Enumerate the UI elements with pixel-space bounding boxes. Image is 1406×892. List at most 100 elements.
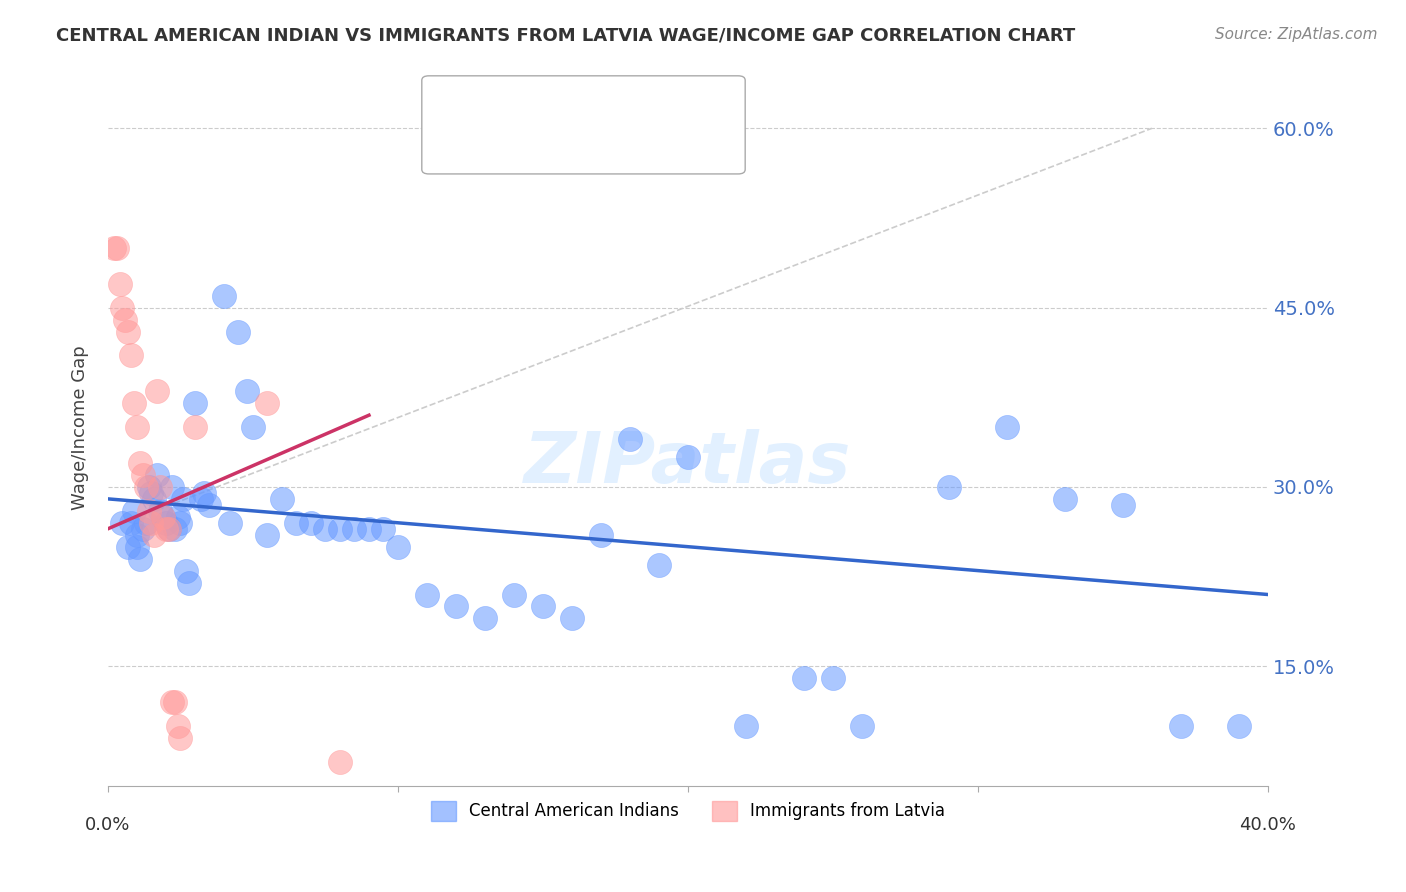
Point: [132, 522, 155, 536]
Point: [938, 480, 960, 494]
Point: [1170, 719, 1192, 733]
Point: [735, 719, 758, 733]
Point: [143, 491, 166, 506]
Point: [128, 551, 150, 566]
Point: [108, 277, 131, 291]
Point: [387, 540, 409, 554]
Point: [373, 522, 395, 536]
Point: [329, 522, 352, 536]
Point: [619, 432, 641, 446]
Point: [329, 755, 352, 769]
Point: [120, 516, 142, 530]
Point: [256, 396, 278, 410]
Point: [146, 467, 169, 482]
Legend: Central American Indians, Immigrants from Latvia: Central American Indians, Immigrants fro…: [423, 794, 952, 828]
Point: [160, 695, 183, 709]
Point: [190, 491, 212, 506]
Point: [184, 396, 207, 410]
Point: [474, 611, 496, 625]
Point: [125, 420, 148, 434]
Point: [117, 325, 139, 339]
Point: [793, 671, 815, 685]
Point: [299, 516, 322, 530]
Point: [152, 509, 174, 524]
Point: [184, 420, 207, 434]
Point: [416, 587, 439, 601]
Point: [676, 450, 699, 464]
Point: [152, 509, 174, 524]
Point: [256, 527, 278, 541]
Point: [821, 671, 844, 685]
Point: [285, 516, 308, 530]
Point: [128, 456, 150, 470]
Point: [169, 731, 191, 745]
Point: [125, 527, 148, 541]
Point: [169, 516, 191, 530]
Point: [155, 516, 177, 530]
Text: R =  0.164   N = 27: R = 0.164 N = 27: [471, 136, 678, 154]
Point: [531, 599, 554, 614]
Point: [122, 504, 145, 518]
Point: [157, 522, 180, 536]
Point: [212, 288, 235, 302]
Point: [242, 420, 264, 434]
Point: [503, 587, 526, 601]
Point: [995, 420, 1018, 434]
Point: [141, 516, 163, 530]
Point: [1053, 491, 1076, 506]
Point: [141, 486, 163, 500]
Point: [172, 491, 194, 506]
Point: [103, 241, 125, 255]
Point: [218, 516, 240, 530]
Point: [114, 312, 136, 326]
Point: [111, 516, 134, 530]
Point: [236, 384, 259, 399]
Point: [193, 486, 215, 500]
Text: CENTRAL AMERICAN INDIAN VS IMMIGRANTS FROM LATVIA WAGE/INCOME GAP CORRELATION CH: CENTRAL AMERICAN INDIAN VS IMMIGRANTS FR…: [56, 27, 1076, 45]
Text: ■: ■: [446, 138, 467, 158]
Point: [155, 522, 177, 536]
Point: [135, 516, 157, 530]
Text: 0.0%: 0.0%: [86, 815, 131, 834]
Point: [111, 301, 134, 315]
Point: [228, 325, 250, 339]
Point: [648, 558, 671, 572]
Point: [135, 480, 157, 494]
Point: [561, 611, 583, 625]
Point: [1227, 719, 1250, 733]
Point: [589, 527, 612, 541]
Point: [163, 522, 186, 536]
Point: [851, 719, 873, 733]
Point: [179, 575, 201, 590]
Point: [125, 540, 148, 554]
Point: [1112, 498, 1135, 512]
Point: [122, 396, 145, 410]
Point: [444, 599, 467, 614]
Point: [149, 480, 172, 494]
Point: [120, 348, 142, 362]
Point: [143, 527, 166, 541]
Point: [132, 467, 155, 482]
Point: [149, 504, 172, 518]
Point: [163, 695, 186, 709]
Point: [174, 564, 197, 578]
Point: [357, 522, 380, 536]
Point: [105, 241, 128, 255]
Y-axis label: Wage/Income Gap: Wage/Income Gap: [72, 345, 89, 509]
Text: 40.0%: 40.0%: [1240, 815, 1296, 834]
Point: [138, 504, 160, 518]
Text: ■: ■: [446, 98, 467, 118]
Point: [166, 719, 188, 733]
Text: R = -0.204   N = 63: R = -0.204 N = 63: [471, 96, 678, 114]
Point: [271, 491, 294, 506]
Point: [160, 480, 183, 494]
Point: [314, 522, 336, 536]
Point: [138, 480, 160, 494]
Point: [166, 509, 188, 524]
Point: [198, 498, 221, 512]
Text: ZIPatlas: ZIPatlas: [524, 428, 852, 498]
Point: [343, 522, 366, 536]
Point: [146, 384, 169, 399]
Text: Source: ZipAtlas.com: Source: ZipAtlas.com: [1215, 27, 1378, 42]
Point: [157, 522, 180, 536]
